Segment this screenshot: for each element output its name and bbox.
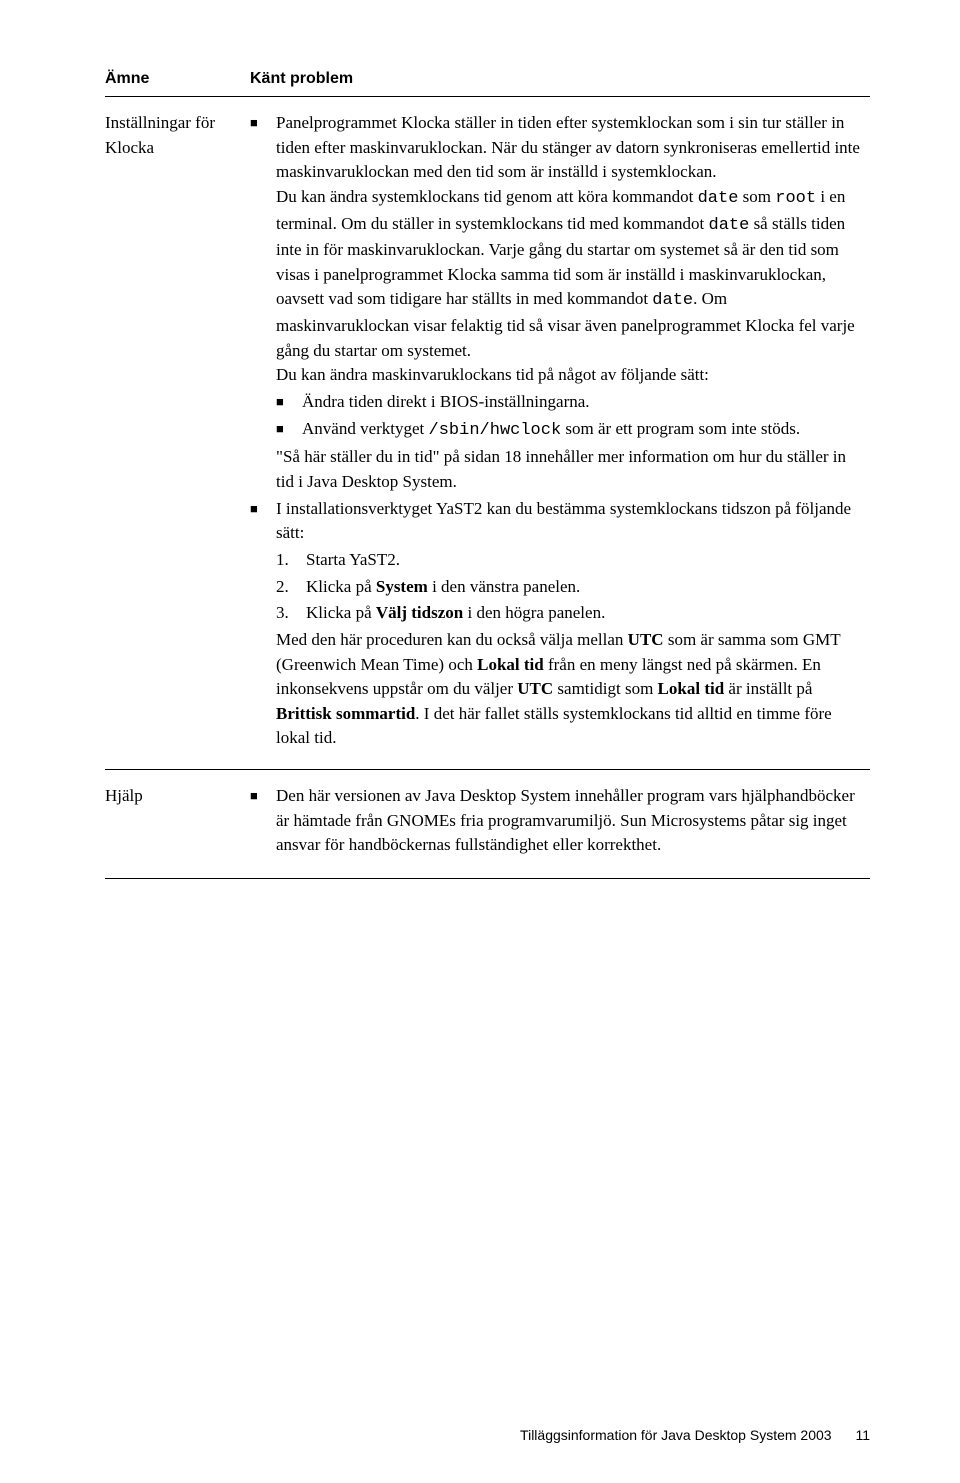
problem-cell: ■ Den här versionen av Java Desktop Syst… — [250, 770, 870, 879]
step-number: 2. — [276, 575, 306, 600]
topic-cell: Hjälp — [105, 770, 250, 879]
sub-bullet-content: Använd verktyget /sbin/hwclock som är et… — [302, 417, 860, 444]
bold-text: System — [376, 577, 428, 596]
paragraph-text: samtidigt som — [553, 679, 657, 698]
bullet-content: I installationsverktyget YaST2 kan du be… — [276, 497, 860, 546]
paragraph-text: i den högra panelen. — [463, 603, 605, 622]
code-text: root — [775, 189, 816, 208]
known-issues-table: Ämne Känt problem Inställningar för Kloc… — [105, 70, 870, 879]
topic-cell: Inställningar för Klocka — [105, 97, 250, 770]
bold-text: Lokal tid — [477, 655, 544, 674]
code-text: date — [709, 216, 750, 235]
numbered-step: 3. Klicka på Välj tidszon i den högra pa… — [276, 601, 860, 626]
page: Ämne Känt problem Inställningar för Kloc… — [0, 0, 960, 1483]
paragraph-text: är inställt på — [724, 679, 812, 698]
paragraph-text: Panelprogrammet Klocka ställer in tiden … — [276, 113, 860, 181]
paragraph-text: som — [738, 187, 775, 206]
bullet-icon: ■ — [276, 417, 302, 444]
page-number: 11 — [855, 1427, 870, 1443]
bullet-content: Den här versionen av Java Desktop System… — [276, 784, 860, 858]
sub-bullet-item: ■ Använd verktyget /sbin/hwclock som är … — [276, 417, 860, 444]
bullet-content: Panelprogrammet Klocka ställer in tiden … — [276, 111, 860, 388]
bold-text: UTC — [628, 630, 664, 649]
table-row: Inställningar för Klocka ■ Panelprogramm… — [105, 97, 870, 770]
numbered-step: 2. Klicka på System i den vänstra panele… — [276, 575, 860, 600]
paragraph-text: Du kan ändra systemklockans tid genom at… — [276, 187, 698, 206]
page-footer: Tilläggsinformation för Java Desktop Sys… — [520, 1427, 870, 1443]
paragraph-text: Klicka på — [306, 577, 376, 596]
paragraph-text: Du kan ändra maskinvaruklockans tid på n… — [276, 365, 709, 384]
paragraph-text: som är ett program som inte stöds. — [561, 419, 800, 438]
step-text: Starta YaST2. — [306, 548, 400, 573]
numbered-step: 1. Starta YaST2. — [276, 548, 860, 573]
bullet-item: ■ I installationsverktyget YaST2 kan du … — [250, 497, 860, 546]
bullet-icon: ■ — [250, 497, 276, 546]
step-number: 3. — [276, 601, 306, 626]
step-text: Klicka på Välj tidszon i den högra panel… — [306, 601, 605, 626]
bold-text: Välj tidszon — [376, 603, 463, 622]
paragraph-text: i den vänstra panelen. — [428, 577, 580, 596]
paragraph-text: Klicka på — [306, 603, 376, 622]
bold-text: Brittisk sommartid — [276, 704, 415, 723]
bullet-item: ■ Panelprogrammet Klocka ställer in tide… — [250, 111, 860, 388]
bullet-icon: ■ — [250, 784, 276, 858]
bold-text: UTC — [517, 679, 553, 698]
paragraph-text: Med den här proceduren kan du också välj… — [276, 628, 860, 751]
code-text: date — [652, 291, 693, 310]
sub-bullet-item: ■ Ändra tiden direkt i BIOS-inställninga… — [276, 390, 860, 415]
col-header-problem: Känt problem — [250, 70, 870, 97]
footer-title: Tilläggsinformation för Java Desktop Sys… — [520, 1427, 832, 1443]
code-text: /sbin/hwclock — [429, 421, 562, 440]
paragraph-text: Använd verktyget — [302, 419, 429, 438]
step-number: 1. — [276, 548, 306, 573]
paragraph-text: "Så här ställer du in tid" på sidan 18 i… — [276, 445, 860, 494]
bullet-item: ■ Den här versionen av Java Desktop Syst… — [250, 784, 860, 858]
problem-cell: ■ Panelprogrammet Klocka ställer in tide… — [250, 97, 870, 770]
code-text: date — [698, 189, 739, 208]
bold-text: Lokal tid — [658, 679, 725, 698]
table-header-row: Ämne Känt problem — [105, 70, 870, 97]
paragraph-text: Med den här proceduren kan du också välj… — [276, 630, 628, 649]
bullet-icon: ■ — [276, 390, 302, 415]
sub-bullet-content: Ändra tiden direkt i BIOS-inställningarn… — [302, 390, 860, 415]
col-header-topic: Ämne — [105, 70, 250, 97]
bullet-icon: ■ — [250, 111, 276, 388]
step-text: Klicka på System i den vänstra panelen. — [306, 575, 580, 600]
table-row: Hjälp ■ Den här versionen av Java Deskto… — [105, 770, 870, 879]
